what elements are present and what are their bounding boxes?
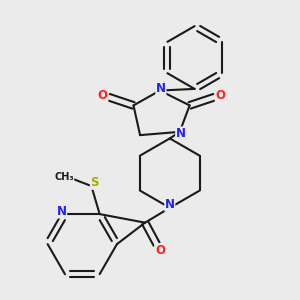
Text: N: N <box>156 82 166 95</box>
Text: CH₃: CH₃ <box>54 172 74 182</box>
Text: O: O <box>98 89 108 102</box>
Text: N: N <box>165 198 175 211</box>
Text: O: O <box>215 89 225 102</box>
Text: S: S <box>90 176 99 189</box>
Text: N: N <box>57 205 67 218</box>
Text: O: O <box>155 244 165 256</box>
Text: N: N <box>176 127 186 140</box>
